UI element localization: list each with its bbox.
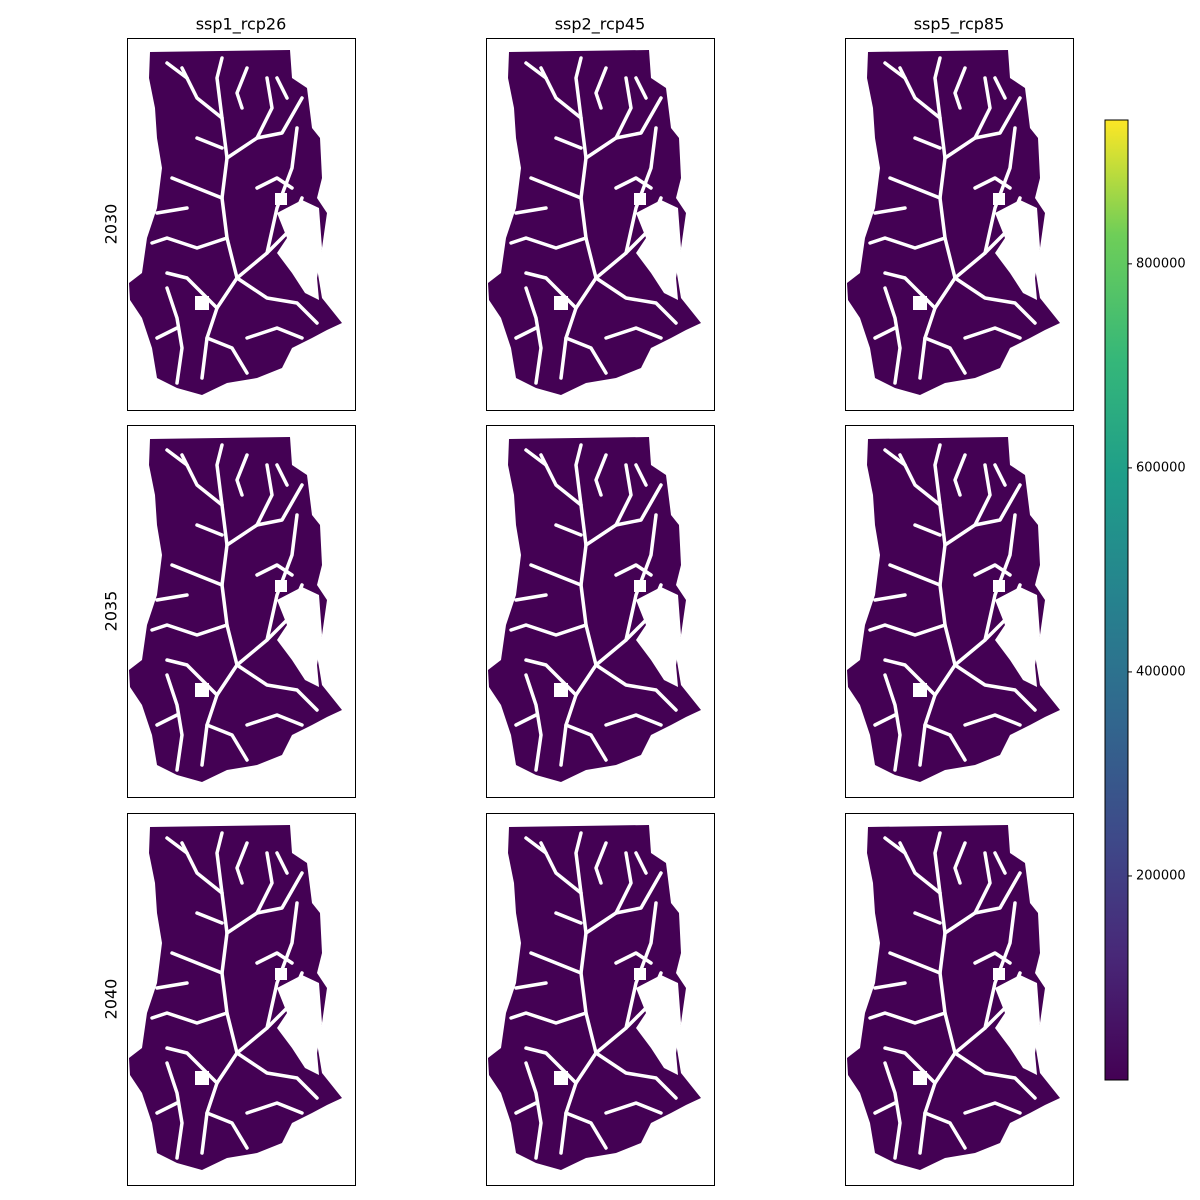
row-label: 2040 — [102, 979, 121, 1020]
map-image — [129, 437, 342, 782]
row-label: 2035 — [102, 591, 121, 632]
panel-frame — [486, 38, 715, 411]
column-title: ssp5_rcp85 — [914, 15, 1005, 35]
map-image — [847, 825, 1060, 1170]
panel-frame — [127, 425, 356, 798]
map-panel — [486, 425, 715, 798]
map-image — [488, 825, 701, 1170]
map-image — [847, 437, 1060, 782]
panel-frame — [845, 425, 1074, 798]
map-panel — [127, 425, 356, 798]
map-panel — [486, 813, 715, 1186]
map-image — [488, 437, 701, 782]
map-image — [847, 50, 1060, 395]
panel-frame — [845, 813, 1074, 1186]
colorbar-tick-label: 800000 — [1136, 256, 1186, 271]
panel-frame — [127, 813, 356, 1186]
map-panel — [845, 425, 1074, 798]
panel-frame — [127, 38, 356, 411]
row-label: 2030 — [102, 204, 121, 245]
map-panel — [845, 38, 1074, 411]
map-panel — [845, 813, 1074, 1186]
colorbar-tick-label: 200000 — [1136, 868, 1186, 883]
colorbar — [1104, 119, 1129, 1081]
map-image — [488, 50, 701, 395]
map-panel — [127, 813, 356, 1186]
map-panel — [127, 38, 356, 411]
map-image — [129, 50, 342, 395]
column-title: ssp2_rcp45 — [555, 15, 646, 35]
map-image — [129, 825, 342, 1170]
panel-frame — [486, 425, 715, 798]
map-panel — [486, 38, 715, 411]
colorbar-tick-label: 400000 — [1136, 664, 1186, 679]
panel-frame — [845, 38, 1074, 411]
column-title: ssp1_rcp26 — [196, 15, 287, 35]
colorbar-tick-label: 600000 — [1136, 460, 1186, 475]
panel-frame — [486, 813, 715, 1186]
